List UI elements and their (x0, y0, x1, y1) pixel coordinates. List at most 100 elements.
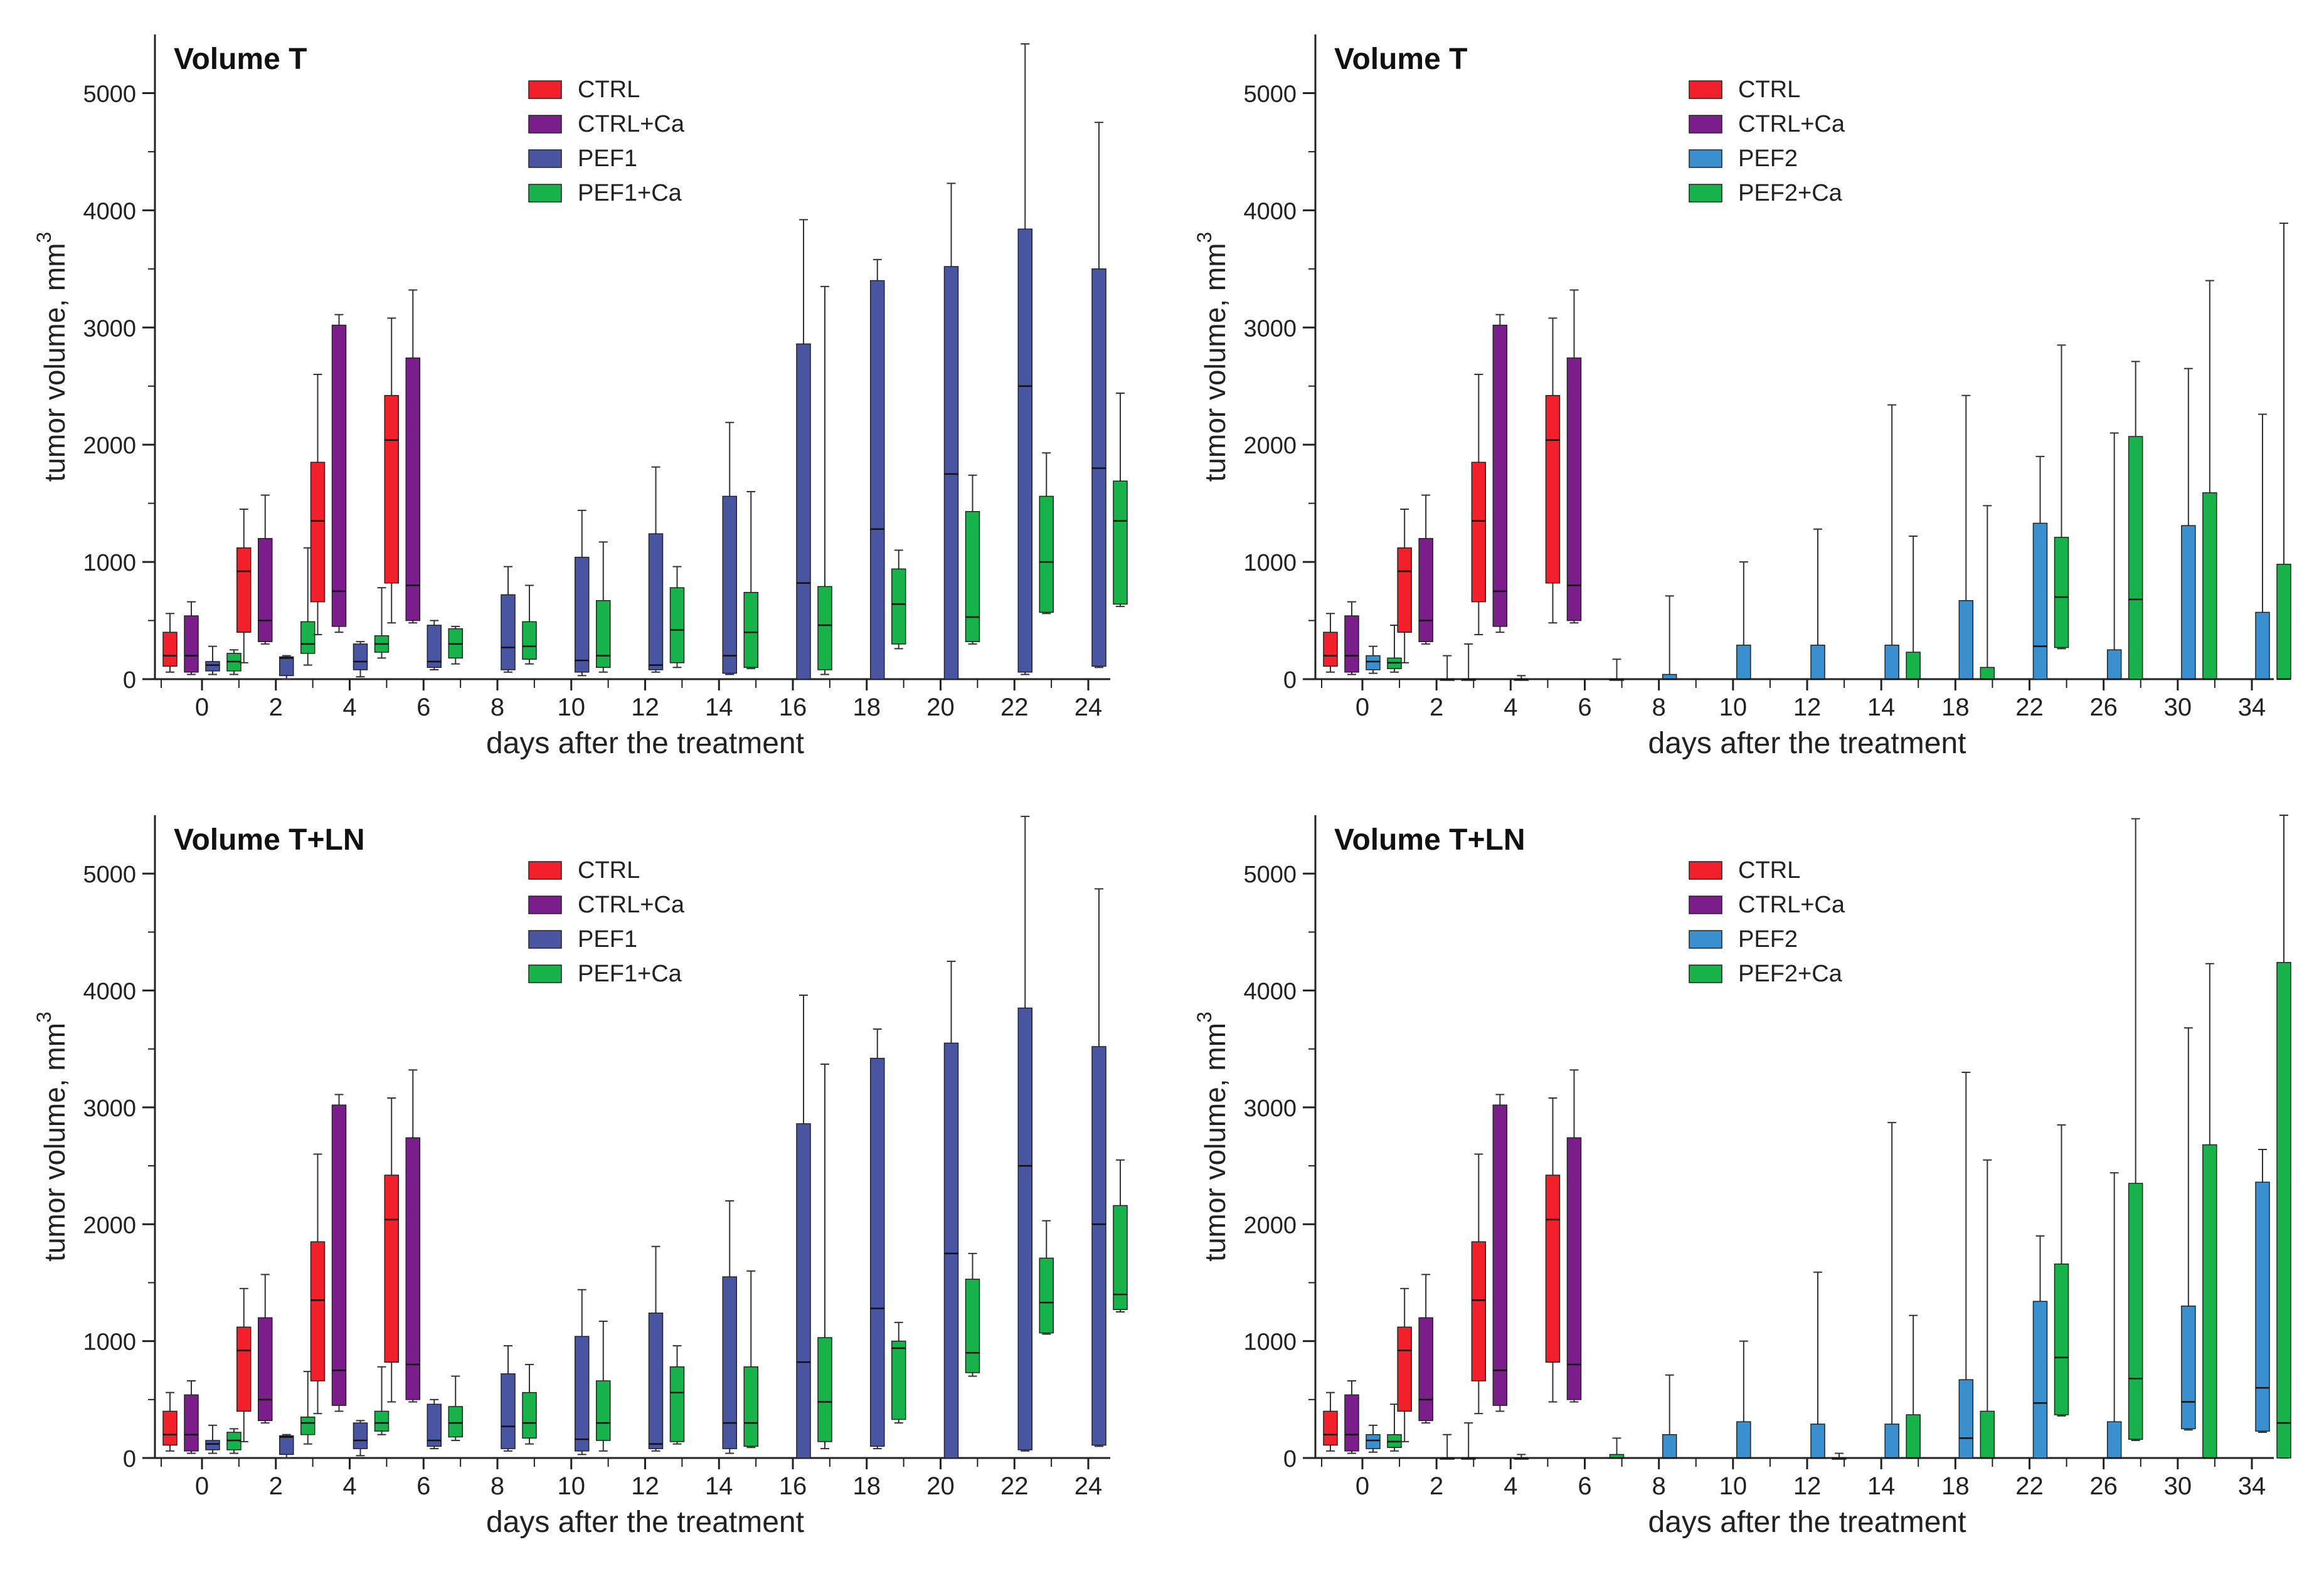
y-axis-label: tumor volume, mm3 (1193, 232, 1231, 482)
box-pef1-plus-ca-day-6 (448, 625, 463, 665)
box-iqr (236, 1326, 252, 1412)
y-axis-label: tumor volume, mm3 (33, 232, 71, 482)
box-iqr (1017, 228, 1032, 673)
box-iqr (648, 533, 664, 670)
x-tick-label: 2 (269, 694, 283, 721)
x-tick-label: 6 (1578, 694, 1591, 721)
x-tick-label: 8 (1652, 694, 1666, 721)
x-tick-label: 14 (705, 694, 733, 721)
box-ctrl-day-2 (1397, 1287, 1412, 1442)
box-iqr (2128, 1183, 2143, 1440)
box-iqr (205, 1440, 220, 1450)
box-iqr (300, 1417, 316, 1435)
box-iqr (427, 625, 442, 668)
box-pef2-day-34 (2255, 1149, 2270, 1433)
legend-swatch (528, 861, 562, 880)
box-pef1-day-0 (205, 1424, 220, 1454)
y-tick-label: 5000 (1243, 862, 1297, 888)
legend-swatch (528, 149, 562, 168)
x-tick-label: 10 (1719, 1472, 1748, 1500)
legend-swatch (1689, 115, 1722, 134)
box-iqr (796, 1123, 811, 1459)
box-ctrl-day-4 (1471, 1153, 1487, 1415)
x-tick-label: 6 (1578, 1472, 1591, 1500)
box-pef1-plus-ca-day-8 (522, 584, 537, 665)
box-iqr (384, 394, 399, 584)
box-iqr (184, 1394, 199, 1452)
box-iqr (1397, 547, 1412, 633)
y-tick-label: 1000 (83, 1329, 136, 1356)
box-pef1-plus-ca-day-0 (226, 1428, 241, 1454)
x-tick-label: 12 (631, 1472, 659, 1500)
box-pef1-plus-ca-day-0 (226, 649, 241, 675)
x-tick-label: 20 (926, 694, 955, 721)
legend-swatch (1689, 149, 1722, 168)
x-tick-label: 6 (417, 694, 430, 721)
box-ctrl-plus-ca-day-4 (1492, 1094, 1508, 1412)
x-tick-label: 14 (705, 1472, 733, 1500)
x-tick-label: 4 (342, 1472, 356, 1500)
x-tick-label: 0 (1356, 1472, 1369, 1500)
box-pef2-plus-ca-day-12 (1832, 1452, 1847, 1460)
box-iqr (184, 615, 199, 673)
x-tick-label: 22 (1000, 1472, 1029, 1500)
box-iqr (1906, 1414, 1921, 1459)
box-iqr (1810, 1423, 1825, 1459)
y-tick-label: 3000 (1243, 315, 1297, 342)
y-tick-label: 2000 (83, 433, 136, 459)
legend-swatch (1689, 861, 1722, 880)
box-ctrl-day-0 (162, 613, 178, 673)
box-iqr (2054, 1263, 2069, 1415)
legend-label: PEF2 (1738, 145, 1798, 172)
legend-label: CTRL (1738, 77, 1800, 103)
box-pef1-day-8 (501, 1345, 516, 1452)
legend-swatch (528, 930, 562, 949)
box-pef1-day-4 (353, 1420, 368, 1457)
box-pef1-plus-ca-day-8 (522, 1363, 537, 1445)
box-pef2-day-26 (2106, 1172, 2122, 1459)
box-pef2-day-22 (2032, 1235, 2048, 1459)
box-iqr (2276, 564, 2291, 680)
box-pef1-plus-ca-day-18 (891, 549, 906, 650)
box-pef1-plus-ca-day-20 (965, 1252, 980, 1377)
box-iqr (2032, 522, 2048, 680)
box-iqr (669, 1366, 685, 1442)
y-tick-label: 4000 (1243, 198, 1297, 224)
box-pef2-plus-ca-day-22 (2054, 1124, 2069, 1417)
box-iqr (374, 1410, 390, 1432)
box-pef2-day-10 (1736, 1340, 1751, 1459)
y-tick-label: 0 (1283, 1446, 1297, 1472)
y-axis-label: tumor volume, mm3 (33, 1011, 71, 1262)
box-pef2-day-30 (2181, 367, 2196, 680)
box-ctrl-day-0 (1323, 1392, 1338, 1452)
box-pef2-plus-ca-day-2 (1461, 643, 1476, 681)
box-pef2-plus-ca-day-14 (1906, 1314, 1921, 1459)
box-pef1-day-12 (648, 1245, 664, 1452)
box-iqr (501, 594, 516, 670)
box-ctrl-day-6 (1545, 1097, 1561, 1403)
x-tick-label: 14 (1867, 1472, 1896, 1500)
box-ctrl-day-2 (236, 508, 252, 663)
box-pef2-plus-ca-day-18 (1980, 1159, 1995, 1459)
x-tick-label: 2 (269, 1472, 283, 1500)
box-ctrl-plus-ca-day-4 (1492, 314, 1508, 633)
box-iqr (965, 510, 980, 642)
box-iqr (1662, 1434, 1677, 1459)
box-iqr (1323, 631, 1338, 667)
box-ctrl-plus-ca-day-0 (1344, 601, 1359, 675)
box-ctrl-day-0 (1323, 613, 1338, 673)
box-iqr (2106, 649, 2122, 680)
y-axis-label-superscript: 3 (33, 1011, 55, 1023)
box-iqr (965, 1279, 980, 1373)
box-iqr (2128, 436, 2143, 680)
box-iqr (2054, 537, 2069, 648)
legend-swatch (528, 964, 562, 983)
box-pef1-plus-ca-day-24 (1113, 392, 1128, 608)
box-iqr (1958, 600, 1974, 680)
box-pef2-day-18 (1958, 394, 1974, 680)
x-tick-label: 16 (779, 694, 807, 721)
box-ctrl-day-4 (1471, 374, 1487, 635)
box-pef1-day-10 (575, 509, 590, 677)
legend-label: PEF2+Ca (1738, 180, 1843, 206)
legend-label: CTRL+Ca (578, 892, 685, 918)
